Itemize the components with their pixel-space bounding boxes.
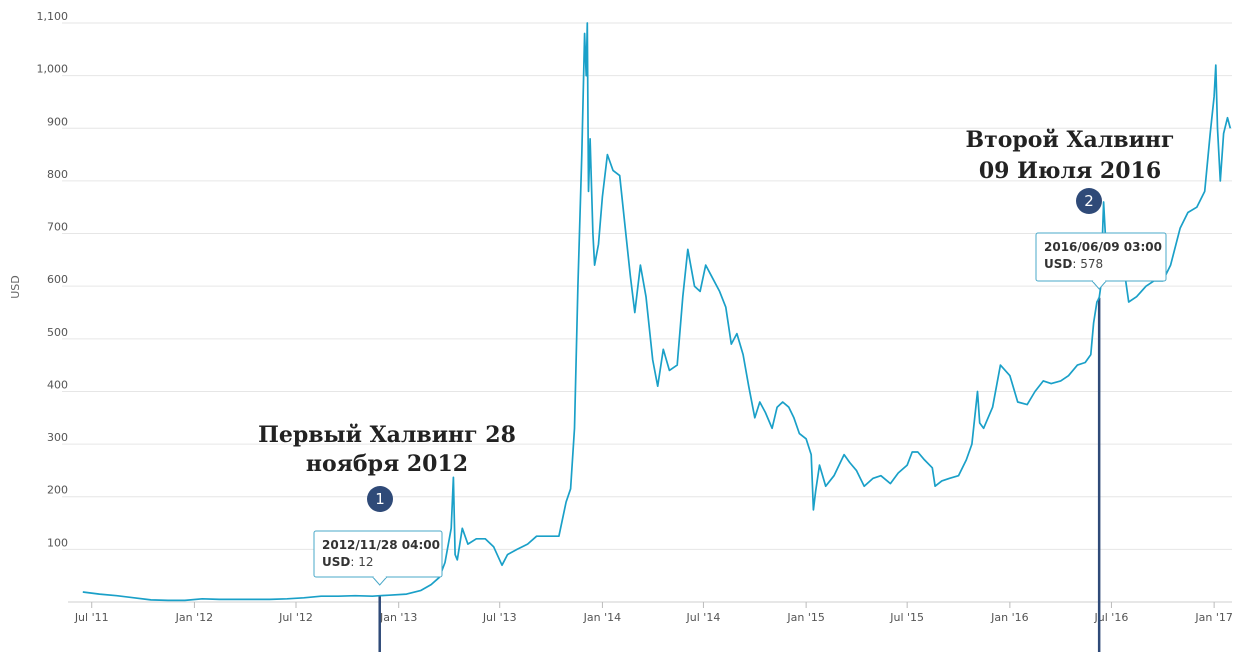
halving-marker <box>367 486 393 512</box>
tooltip-title: 2016/06/09 03:00 <box>1044 240 1162 254</box>
x-tick-label: Jul '13 <box>482 611 517 624</box>
halving-vertical-lines <box>378 297 1101 652</box>
y-tick-label: 200 <box>47 484 68 497</box>
y-tick-label: 600 <box>47 273 68 286</box>
tooltip-label: USD <box>322 555 350 569</box>
x-tick-label: Jan '15 <box>786 611 824 624</box>
x-tick-label: Jan '14 <box>583 611 621 624</box>
y-tick-label: 300 <box>47 431 68 444</box>
annotation-text: 09 Июля 2016 <box>979 158 1161 184</box>
y-tick-label: 700 <box>47 221 68 234</box>
x-tick-label: Jul '11 <box>74 611 109 624</box>
y-tick-label: 1,100 <box>37 10 69 23</box>
halving-annotations: Первый Халвинг 28 ноября 2012 1 Второй Халв… <box>258 127 1174 512</box>
x-tick-label: Jul '12 <box>278 611 313 624</box>
tooltip-pointer <box>372 576 388 586</box>
y-tick-label: 900 <box>47 115 68 128</box>
annotation-text: Второй Халвинг <box>966 127 1175 153</box>
x-axis-ticks: Jul '11 Jan '12 Jul '12 Jan '13 Jul '13 Jan '… <box>74 602 1233 624</box>
grid-lines <box>62 22 1232 603</box>
y-tick-label: 100 <box>47 536 68 549</box>
y-tick-label: 1,000 <box>37 63 69 76</box>
annotation-text: ноября 2012 <box>306 451 468 477</box>
y-tick-label: 400 <box>47 378 68 391</box>
tooltip-value: : 578 <box>1072 257 1103 271</box>
x-tick-label: Jan '17 <box>1194 611 1232 624</box>
tooltip-label: USD <box>1044 257 1072 271</box>
x-tick-label: Jan '12 <box>175 611 213 624</box>
price-series-line <box>82 22 1232 602</box>
y-axis-label: USD <box>9 275 22 299</box>
x-tick-label: Jul '14 <box>686 611 721 624</box>
y-tick-label: 800 <box>47 168 68 181</box>
halving-marker-number: 1 <box>375 490 385 508</box>
tooltip-pointer <box>1091 280 1107 290</box>
tooltip: 2016/06/09 03:00 USD: 578 <box>1035 232 1167 290</box>
y-axis-ticks: 100 200 300 400 500 600 700 800 900 1,000 1,100 <box>37 10 69 549</box>
annotation-text: Первый Халвинг 28 <box>258 422 516 448</box>
y-tick-label: 500 <box>47 326 68 339</box>
tooltip-value-line: USD: 12 <box>322 555 374 569</box>
tooltip-title: 2012/11/28 04:00 <box>322 538 440 552</box>
tooltip: 2012/11/28 04:00 USD: 12 <box>313 530 443 586</box>
tooltip-value: : 12 <box>350 555 373 569</box>
tooltip-value-line: USD: 578 <box>1044 257 1103 271</box>
halving-marker-number: 2 <box>1084 192 1094 210</box>
x-tick-label: Jan '16 <box>990 611 1028 624</box>
x-tick-label: Jul '15 <box>889 611 924 624</box>
x-tick-label: Jul '16 <box>1094 611 1129 624</box>
halving-marker <box>1076 188 1102 214</box>
x-tick-label: Jan '13 <box>379 611 417 624</box>
